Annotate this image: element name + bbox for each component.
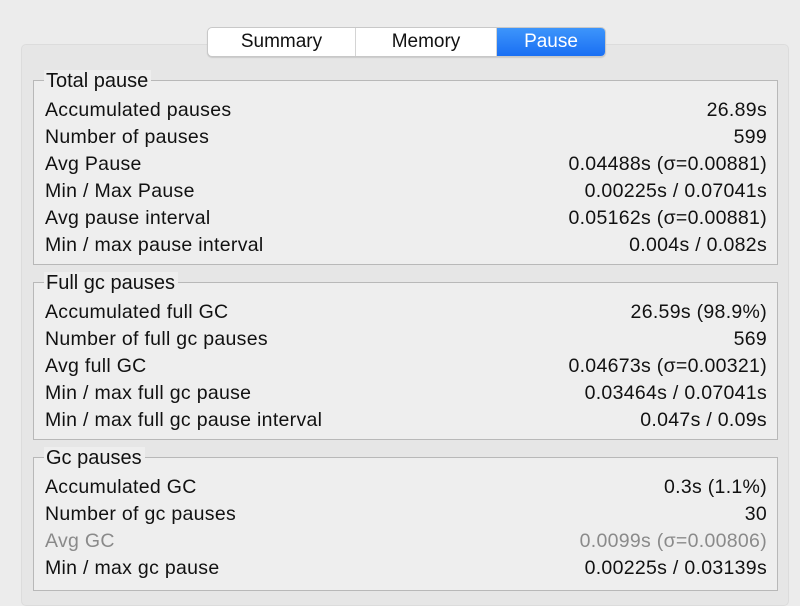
stat-row: Avg pause interval 0.05162s (σ=0.00881) <box>45 205 767 232</box>
group-title: Gc pauses <box>44 447 145 469</box>
stat-label: Avg GC <box>45 530 115 552</box>
stat-value: 0.00225s / 0.07041s <box>584 180 767 202</box>
stat-value: 26.89s <box>706 99 767 121</box>
group-total-pause: Total pause Accumulated pauses 26.89s Numbe… <box>33 70 778 265</box>
stat-label: Min / max pause interval <box>45 234 264 256</box>
stat-value: 599 <box>733 126 767 148</box>
stat-value: 0.05162s (σ=0.00881) <box>568 207 767 229</box>
stat-row: Min / max full gc pause interval 0.047s /… <box>45 407 767 434</box>
stat-label: Number of full gc pauses <box>45 328 268 350</box>
stat-label: Min / max full gc pause interval <box>45 409 323 431</box>
stat-row: Min / max full gc pause 0.03464s / 0.0704… <box>45 380 767 407</box>
stat-value: 0.00225s / 0.03139s <box>584 557 767 579</box>
group-full-gc-pauses: Full gc pauses Accumulated full GC 26.59s … <box>33 272 778 440</box>
stat-value: 569 <box>733 328 767 350</box>
stat-label: Accumulated full GC <box>45 301 229 323</box>
stat-label: Avg pause interval <box>45 207 211 229</box>
stat-label: Avg full GC <box>45 355 147 377</box>
stat-row: Accumulated full GC 26.59s (98.9%) <box>45 299 767 326</box>
tab-pause[interactable]: Pause <box>497 28 605 56</box>
group-gc-pauses: Gc pauses Accumulated GC 0.3s (1.1%) Number… <box>33 447 778 591</box>
stat-row: Avg GC 0.0099s (σ=0.00806) <box>45 528 767 555</box>
stat-row: Avg Pause 0.04488s (σ=0.00881) <box>45 151 767 178</box>
group-title: Full gc pauses <box>44 272 178 294</box>
stat-value: 0.04673s (σ=0.00321) <box>568 355 767 377</box>
stat-label: Number of gc pauses <box>45 503 237 525</box>
stat-row: Number of gc pauses 30 <box>45 501 767 528</box>
stat-value: 0.004s / 0.082s <box>629 234 767 256</box>
tab-bar: Summary Memory Pause <box>207 27 606 57</box>
stat-row: Number of full gc pauses 569 <box>45 326 767 353</box>
stat-label: Min / max full gc pause <box>45 382 252 404</box>
stat-label: Accumulated GC <box>45 476 197 498</box>
stat-value: 0.04488s (σ=0.00881) <box>568 153 767 175</box>
stat-label: Min / Max Pause <box>45 180 195 202</box>
stat-label: Min / max gc pause <box>45 557 220 579</box>
stat-value: 0.047s / 0.09s <box>640 409 767 431</box>
tab-summary[interactable]: Summary <box>208 28 356 56</box>
stat-value: 0.0099s (σ=0.00806) <box>579 530 767 552</box>
tab-memory[interactable]: Memory <box>356 28 497 56</box>
stat-value: 26.59s (98.9%) <box>630 301 767 323</box>
stat-row: Number of pauses 599 <box>45 124 767 151</box>
stat-row: Min / max gc pause 0.00225s / 0.03139s <box>45 555 767 582</box>
stat-value: 30 <box>744 503 767 525</box>
stat-row: Accumulated pauses 26.89s <box>45 97 767 124</box>
stat-label: Accumulated pauses <box>45 99 232 121</box>
stat-row: Accumulated GC 0.3s (1.1%) <box>45 474 767 501</box>
stat-row: Min / max pause interval 0.004s / 0.082s <box>45 232 767 259</box>
stat-label: Avg Pause <box>45 153 142 175</box>
group-title: Total pause <box>44 70 152 92</box>
stat-label: Number of pauses <box>45 126 210 148</box>
stat-value: 0.03464s / 0.07041s <box>584 382 767 404</box>
stat-row: Min / Max Pause 0.00225s / 0.07041s <box>45 178 767 205</box>
stat-row: Avg full GC 0.04673s (σ=0.00321) <box>45 353 767 380</box>
stat-value: 0.3s (1.1%) <box>663 476 767 498</box>
